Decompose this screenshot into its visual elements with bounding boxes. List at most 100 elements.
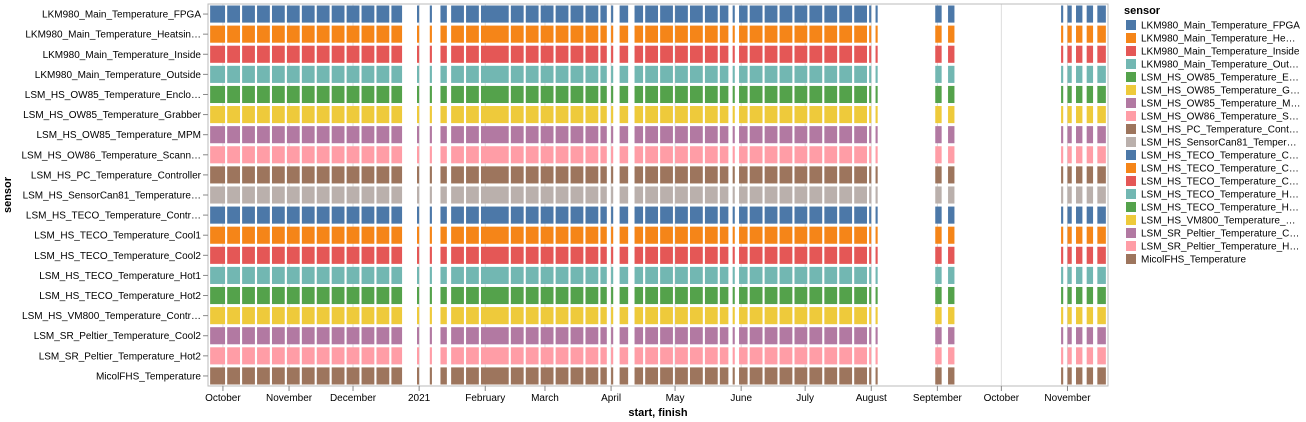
bar [732,286,735,305]
bar [480,146,509,164]
bar [242,85,255,104]
bar [585,85,599,104]
bar [286,45,300,63]
x-tick-label: May [666,393,685,404]
bar [555,5,569,23]
bar [689,286,703,305]
bar [854,186,868,204]
bar [417,106,420,124]
bar [854,25,868,43]
bar [634,106,644,124]
bar [466,246,479,264]
bar [271,266,285,284]
bar [704,246,718,264]
bar [429,146,432,164]
bar [600,45,607,63]
bar [429,347,432,365]
bar [764,347,778,365]
bar [346,286,360,305]
bar [719,5,729,23]
bar [854,45,868,63]
bar [429,166,432,184]
bar [391,186,403,204]
bar [417,206,420,224]
y-tick-label: MicolFHS_Temperature [96,371,201,382]
bar [875,246,878,264]
legend-title: sensor [1124,5,1161,17]
bar [376,246,390,264]
bar [376,166,390,184]
bar [764,5,778,23]
bar [570,367,584,385]
bar [660,246,673,264]
bar [510,266,524,284]
bar [619,5,629,23]
bar [451,246,464,264]
bar [540,286,554,305]
bar [645,347,658,365]
bar [732,85,735,104]
bar [429,186,432,204]
bar [779,286,793,305]
bar [466,45,479,63]
bar [466,307,479,325]
bar [242,286,255,305]
bar [675,347,688,365]
bar [242,146,255,164]
bar [739,25,748,43]
bar [824,286,838,305]
bar [257,45,270,63]
bar [555,266,569,284]
bar [689,327,703,345]
bar [1097,106,1106,124]
bar [824,186,838,204]
bar [779,266,793,284]
bar [704,307,718,325]
bar [570,106,584,124]
bar [839,327,853,345]
bar [301,206,315,224]
bar [346,126,360,144]
bar [869,246,872,264]
bar [869,106,872,124]
bar [854,166,868,184]
bar [1061,85,1064,104]
bar [809,126,823,144]
bar [764,106,778,124]
bar [704,65,718,83]
bar [227,286,240,305]
bar [749,266,763,284]
bar [1067,146,1072,164]
bar [764,246,778,264]
bar [440,85,447,104]
bar [1086,266,1094,284]
legend-label: LSM_HS_OW85_Temperature_G… [1141,86,1300,97]
bar [948,106,955,124]
bar [839,226,853,244]
bar [739,85,748,104]
bar [376,367,390,385]
bar [525,45,539,63]
bar [749,327,763,345]
bar [839,85,853,104]
bar [376,226,390,244]
bar [869,85,872,104]
bar [935,327,942,345]
y-tick-label: LSM_HS_VM800_Temperature_Contr… [22,311,201,322]
bar [510,286,524,305]
bar [704,347,718,365]
bar [555,367,569,385]
bar [440,126,447,144]
bar [417,186,420,204]
bar [257,166,270,184]
bar [1076,266,1083,284]
bar [660,85,673,104]
bar [1097,146,1106,164]
bar [809,367,823,385]
bar [376,286,390,305]
bar [1097,25,1106,43]
bar [451,146,464,164]
bar [429,25,432,43]
bar [719,347,729,365]
bar [376,45,390,63]
